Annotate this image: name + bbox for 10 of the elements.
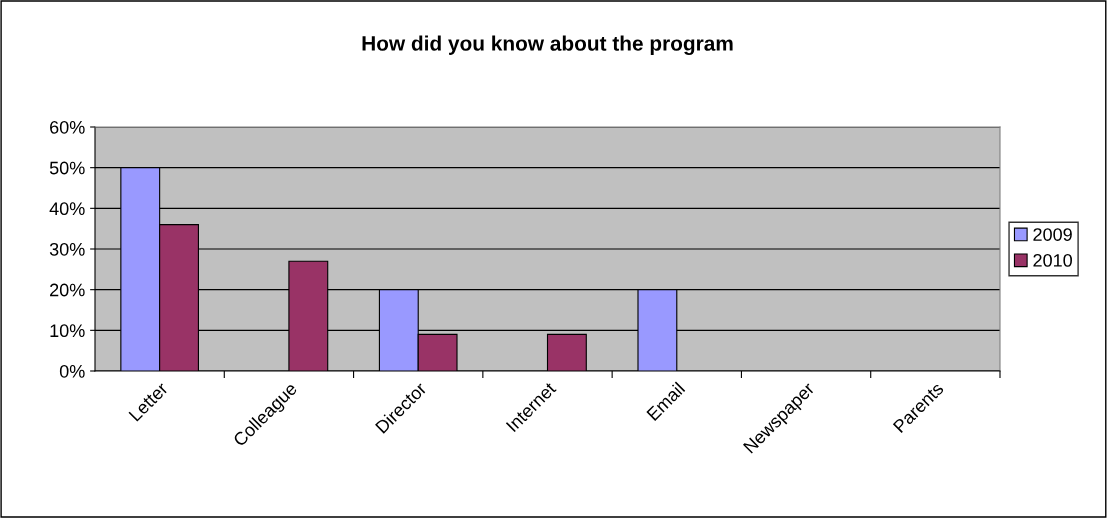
chart-title: How did you know about the program: [362, 35, 733, 56]
legend-label: 2009: [1033, 228, 1072, 241]
legend-label: 2010: [1033, 253, 1072, 267]
y-tick-label: 50%: [49, 161, 85, 175]
y-tick-label: 60%: [50, 120, 85, 134]
y-tick-label: 20%: [50, 283, 85, 297]
y-tick-label: 10%: [50, 324, 85, 338]
y-tick-label: 40%: [49, 202, 85, 216]
y-tick-label: 30%: [49, 242, 85, 256]
y-tick-label: 0%: [59, 364, 85, 378]
